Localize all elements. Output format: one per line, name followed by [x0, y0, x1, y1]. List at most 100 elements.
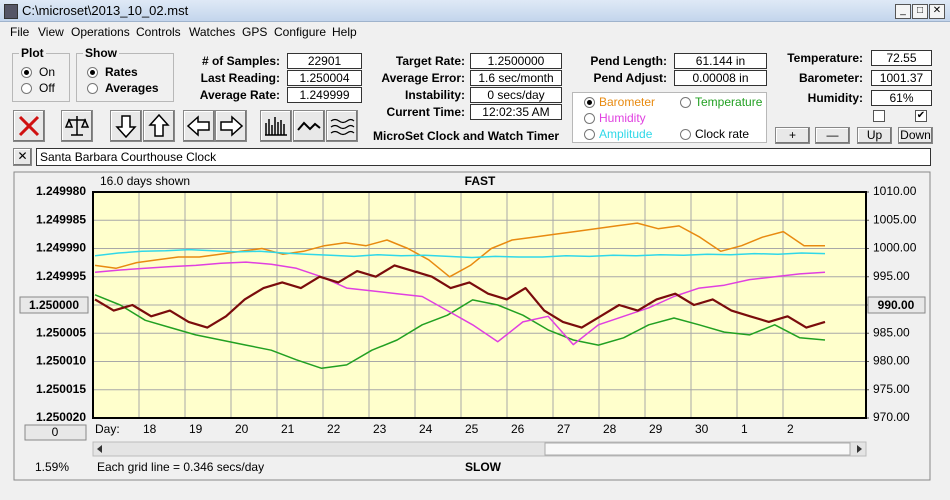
offset-button[interactable]	[24, 424, 87, 441]
up-button[interactable]	[143, 110, 175, 142]
radio[interactable]	[584, 113, 595, 124]
legend-label[interactable]: Amplitude	[599, 127, 653, 141]
menu-item[interactable]: Operations	[71, 25, 130, 39]
x-tick-label: 19	[189, 422, 203, 436]
fast-label: FAST	[465, 174, 496, 188]
readout-value: 1.250004	[287, 70, 362, 86]
legend-label[interactable]: Barometer	[599, 95, 656, 109]
plot-group: Plot On Off	[12, 46, 70, 102]
y2-tick-label: 970.00	[873, 410, 910, 424]
readout-value: 1.6 sec/month	[470, 70, 562, 86]
radio-label[interactable]: Averages	[105, 81, 159, 95]
clear-name-button[interactable]: ✕	[13, 148, 32, 166]
left-button[interactable]	[183, 110, 215, 142]
menu-item[interactable]: Controls	[136, 25, 181, 39]
radio[interactable]	[21, 67, 32, 78]
x-tick-label: 20	[235, 422, 249, 436]
readout-label: Current Time:	[386, 105, 465, 119]
legend-label[interactable]: Humidity	[599, 111, 646, 125]
y2-tick-label: 975.00	[873, 382, 910, 396]
readout-label: Target Rate:	[395, 54, 465, 68]
menu-item[interactable]: Help	[332, 25, 357, 39]
readout-label: Pend Adjust:	[593, 71, 667, 85]
readout-value: 1.249999	[287, 87, 362, 103]
x-tick-label: 26	[511, 422, 525, 436]
close-button[interactable]: ✕	[929, 4, 945, 19]
x-tick-label: 25	[465, 422, 479, 436]
x-tick-label: 27	[557, 422, 571, 436]
readout-label: Pend Length:	[590, 54, 667, 68]
menu-item[interactable]: Configure	[274, 25, 327, 39]
group-title: Plot	[19, 46, 46, 60]
clear-button[interactable]	[13, 110, 45, 142]
title-bar	[0, 0, 950, 22]
minimize-button[interactable]: _	[895, 4, 911, 19]
radio[interactable]	[87, 83, 98, 94]
y2-tick-label: 995.00	[873, 269, 910, 283]
readout-label: Last Reading:	[200, 71, 280, 85]
legend-label[interactable]: Temperature	[695, 95, 763, 109]
y-tick-label: 1.249980	[36, 184, 86, 198]
down-button[interactable]	[110, 110, 142, 142]
checkbox[interactable]: ✔	[915, 110, 927, 122]
clock-name-field[interactable]: Santa Barbara Courthouse Clock	[36, 148, 931, 166]
readout-value: 0 secs/day	[470, 87, 562, 103]
show-group: Show Rates Averages	[76, 46, 174, 102]
y2-tick-label[interactable]: 990.00	[878, 298, 915, 312]
menu-item[interactable]: File	[10, 25, 30, 39]
bars-view-button[interactable]	[260, 110, 292, 142]
radio-label[interactable]: Off	[39, 81, 55, 95]
radio[interactable]	[21, 83, 32, 94]
radio-label[interactable]: Rates	[105, 65, 138, 79]
y2-tick-label: 1000.00	[873, 241, 917, 255]
y2-tick-label: 985.00	[873, 325, 910, 339]
readout-value: 61.144 in	[674, 53, 767, 69]
x-tick-label: 30	[695, 422, 709, 436]
grid-note: Each grid line = 0.346 secs/day	[97, 460, 264, 474]
menu-item[interactable]: View	[38, 25, 64, 39]
x-tick-label: 2	[787, 422, 794, 436]
y2-tick-button[interactable]	[867, 296, 926, 314]
x-tick-label: 22	[327, 422, 341, 436]
maximize-button[interactable]: □	[912, 4, 928, 19]
readout-label: Instability:	[404, 88, 465, 102]
y2-tick-label: 1010.00	[873, 184, 917, 198]
readout-value: 22901	[287, 53, 362, 69]
radio[interactable]	[680, 129, 691, 140]
readout-label: Temperature:	[787, 51, 863, 65]
series-line	[94, 294, 826, 370]
y-tick-label: 1.249995	[36, 269, 86, 283]
radio[interactable]	[680, 97, 691, 108]
y-tick-button[interactable]	[19, 296, 89, 314]
offset-button-label[interactable]: 0	[52, 425, 59, 439]
x-tick-label: 1	[741, 422, 748, 436]
trace-selector	[572, 92, 767, 143]
series-line	[94, 222, 825, 278]
radio[interactable]	[87, 67, 98, 78]
scroll-thumb[interactable]	[544, 442, 851, 456]
button[interactable]: +	[775, 127, 810, 144]
radio[interactable]	[584, 129, 595, 140]
right-button[interactable]	[215, 110, 247, 142]
y-tick-label: 1.250015	[36, 382, 86, 396]
percent: 1.59%	[35, 460, 69, 474]
balance-button[interactable]	[61, 110, 93, 142]
wave-view-button[interactable]	[326, 110, 358, 142]
x-tick-label: 21	[281, 422, 295, 436]
menu-item[interactable]: Watches	[189, 25, 236, 39]
days-shown: 16.0 days shown	[100, 174, 190, 188]
checkbox[interactable]	[873, 110, 885, 122]
window-title: C:\microset\2013_10_02.mst	[22, 3, 189, 18]
line-view-button[interactable]	[293, 110, 325, 142]
plot-border	[92, 191, 867, 419]
radio-label[interactable]: On	[39, 65, 56, 79]
legend-label[interactable]: Clock rate	[695, 127, 750, 141]
button[interactable]: Up	[857, 127, 892, 144]
button[interactable]: Down	[898, 127, 933, 144]
y-tick-label[interactable]: 1.250000	[29, 298, 79, 312]
button[interactable]: —	[815, 127, 850, 144]
radio[interactable]	[584, 97, 595, 108]
readout-value: 0.00008 in	[674, 70, 767, 86]
menu-item[interactable]: GPS	[242, 25, 268, 39]
